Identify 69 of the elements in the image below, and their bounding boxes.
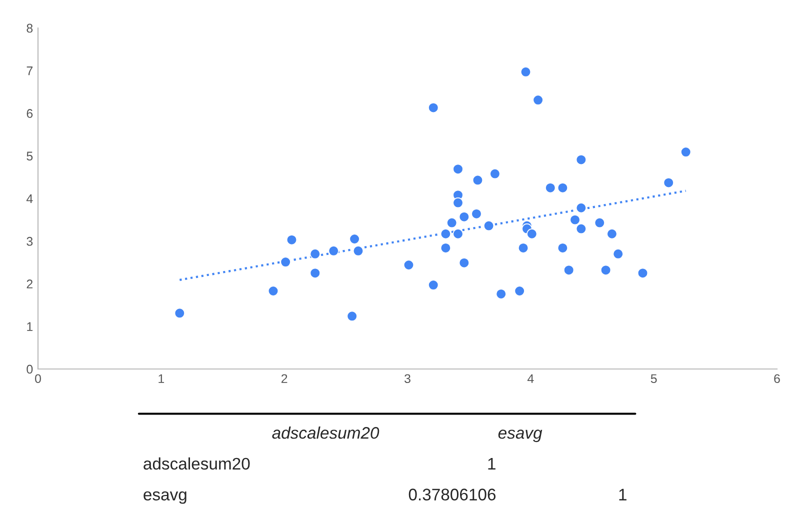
point bbox=[458, 212, 470, 222]
y-tick-label: 3 bbox=[26, 236, 33, 246]
x-tick-label: 6 bbox=[774, 374, 780, 384]
point bbox=[280, 256, 291, 268]
text: adscalesum20 bbox=[272, 426, 380, 439]
point bbox=[532, 94, 544, 106]
text: 0.37806106 bbox=[408, 488, 496, 500]
point bbox=[310, 268, 320, 278]
point bbox=[576, 202, 586, 214]
point bbox=[428, 102, 439, 114]
point bbox=[471, 208, 482, 220]
point bbox=[606, 228, 618, 240]
point bbox=[349, 234, 360, 244]
point bbox=[346, 310, 358, 322]
x-tick-label: 2 bbox=[281, 374, 288, 383]
text: esavg bbox=[498, 430, 542, 442]
point bbox=[545, 182, 556, 194]
x-tick-label: 0 bbox=[35, 374, 41, 384]
y-tick-label: 0 bbox=[26, 364, 33, 374]
point bbox=[458, 258, 470, 268]
point bbox=[564, 264, 574, 276]
point bbox=[446, 217, 458, 228]
point bbox=[557, 242, 568, 254]
text: adscalesum20 bbox=[144, 457, 250, 470]
y-tick-label: 1 bbox=[27, 322, 33, 331]
point bbox=[663, 177, 674, 188]
point bbox=[440, 228, 452, 240]
point bbox=[570, 214, 580, 226]
point bbox=[526, 228, 538, 240]
y-tick-label: 6 bbox=[26, 109, 33, 118]
y-tick-label: 5 bbox=[26, 152, 33, 161]
point bbox=[452, 228, 464, 240]
point bbox=[490, 168, 500, 180]
point bbox=[440, 242, 452, 254]
point bbox=[514, 286, 525, 296]
point bbox=[268, 286, 279, 296]
point bbox=[680, 146, 692, 158]
point bbox=[452, 164, 464, 174]
point bbox=[174, 308, 185, 318]
point bbox=[403, 260, 414, 270]
text: esavg bbox=[144, 491, 186, 504]
y-tick-label: 8 bbox=[26, 24, 33, 33]
point bbox=[557, 182, 568, 194]
point bbox=[612, 248, 624, 260]
point bbox=[310, 248, 320, 260]
point bbox=[496, 288, 506, 300]
point bbox=[600, 264, 612, 276]
point bbox=[576, 154, 586, 166]
y-tick-label: 4 bbox=[26, 194, 33, 204]
point bbox=[352, 246, 364, 256]
point bbox=[286, 234, 298, 246]
point bbox=[452, 197, 464, 208]
point bbox=[637, 268, 648, 278]
x-tick-label: 1 bbox=[158, 374, 164, 383]
point bbox=[520, 66, 532, 78]
point bbox=[518, 242, 529, 254]
point bbox=[428, 280, 439, 290]
y-tick-label: 7 bbox=[26, 66, 33, 76]
point bbox=[576, 223, 586, 234]
point bbox=[594, 217, 605, 228]
x-tick-label: 5 bbox=[650, 374, 657, 384]
text: 1 bbox=[488, 458, 496, 470]
y-tick-label: 2 bbox=[26, 280, 33, 288]
x-tick-label: 3 bbox=[404, 374, 410, 384]
point bbox=[472, 174, 484, 186]
text: 1 bbox=[619, 488, 626, 500]
point bbox=[328, 246, 339, 256]
x-tick-label: 4 bbox=[527, 374, 534, 383]
point bbox=[483, 220, 494, 232]
